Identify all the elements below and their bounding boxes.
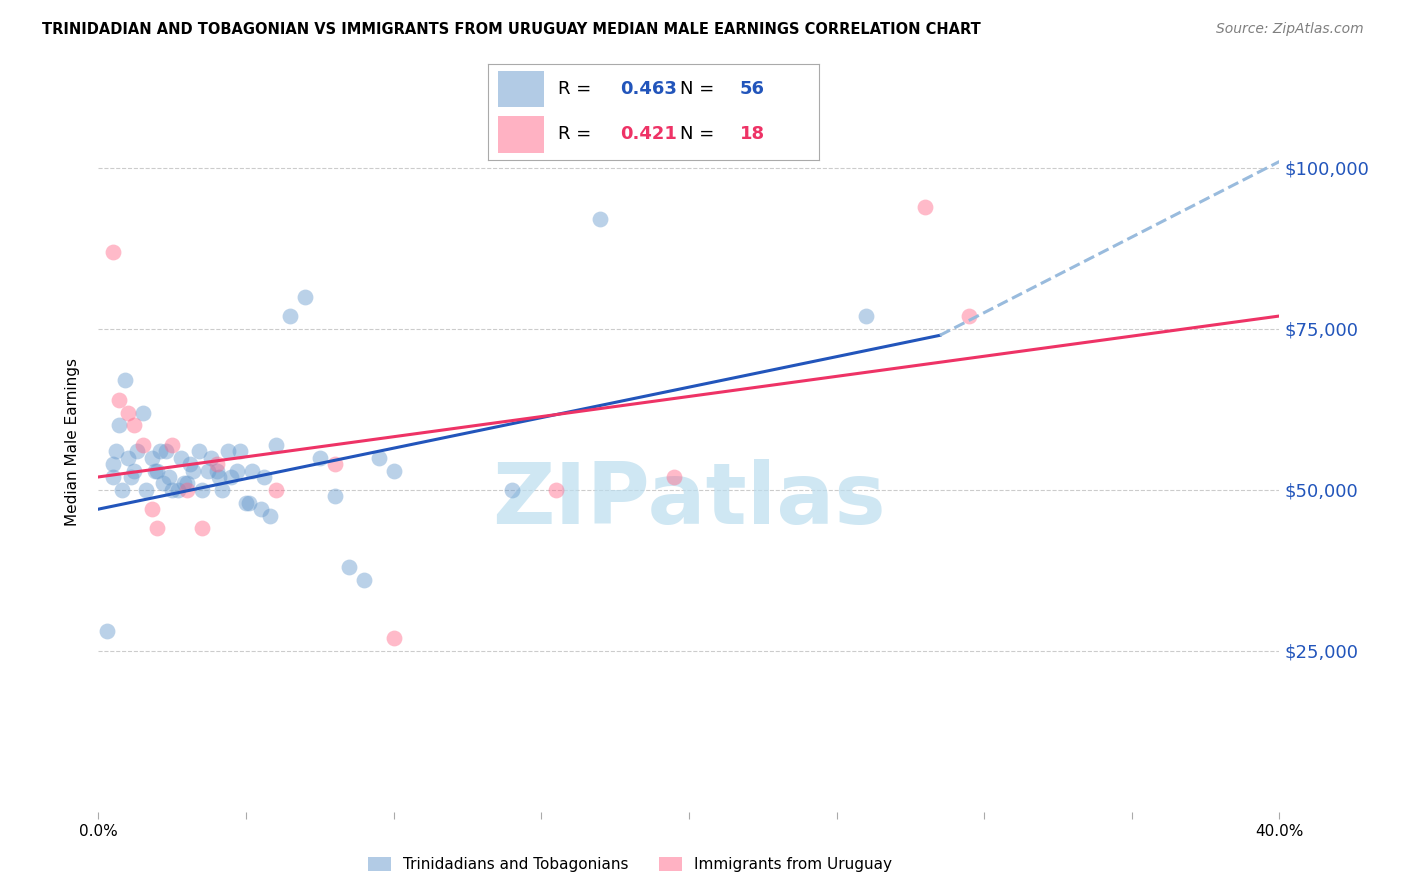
Point	[235, 496, 257, 510]
Point	[132, 406, 155, 420]
Point	[155, 444, 177, 458]
Point	[229, 444, 252, 458]
Point	[103, 470, 125, 484]
Point	[167, 483, 190, 497]
Point	[353, 573, 375, 587]
Point	[197, 463, 219, 477]
Point	[103, 457, 125, 471]
Point	[152, 476, 174, 491]
Point	[339, 560, 361, 574]
Point	[240, 463, 263, 477]
Point	[117, 406, 139, 420]
Point	[176, 476, 198, 491]
Point	[191, 521, 214, 535]
Point	[108, 418, 131, 433]
Point	[200, 450, 222, 465]
Point	[259, 508, 281, 523]
Point	[238, 496, 260, 510]
Point	[125, 444, 148, 458]
Point	[280, 309, 302, 323]
Point	[664, 470, 686, 484]
Point	[382, 463, 405, 477]
Point	[141, 502, 163, 516]
Point	[176, 483, 198, 497]
Point	[105, 444, 128, 458]
Point	[226, 463, 249, 477]
Point	[855, 309, 877, 323]
Point	[96, 624, 118, 639]
Point	[135, 483, 157, 497]
Point	[173, 476, 195, 491]
Point	[149, 444, 172, 458]
Point	[162, 483, 183, 497]
Point	[253, 470, 276, 484]
Point	[294, 290, 316, 304]
Point	[205, 463, 228, 477]
Point	[111, 483, 134, 497]
Point	[914, 200, 936, 214]
Point	[181, 463, 204, 477]
Point	[501, 483, 523, 497]
Point	[146, 521, 169, 535]
Point	[211, 483, 233, 497]
Point	[368, 450, 391, 465]
Point	[103, 244, 125, 259]
Point	[309, 450, 332, 465]
Point	[143, 463, 166, 477]
Text: TRINIDADIAN AND TOBAGONIAN VS IMMIGRANTS FROM URUGUAY MEDIAN MALE EARNINGS CORRE: TRINIDADIAN AND TOBAGONIAN VS IMMIGRANTS…	[42, 22, 981, 37]
Point	[108, 392, 131, 407]
Point	[205, 457, 228, 471]
Point	[132, 438, 155, 452]
Point	[114, 373, 136, 387]
Point	[589, 212, 612, 227]
Point	[162, 438, 183, 452]
Point	[170, 450, 193, 465]
Point	[208, 470, 231, 484]
Point	[187, 444, 209, 458]
Point	[120, 470, 142, 484]
Text: ZIPatlas: ZIPatlas	[492, 459, 886, 542]
Y-axis label: Median Male Earnings: Median Male Earnings	[65, 358, 80, 525]
Point	[122, 418, 145, 433]
Point	[382, 631, 405, 645]
Point	[221, 470, 243, 484]
Point	[146, 463, 169, 477]
Point	[250, 502, 273, 516]
Point	[959, 309, 981, 323]
Point	[179, 457, 201, 471]
Text: Source: ZipAtlas.com: Source: ZipAtlas.com	[1216, 22, 1364, 37]
Point	[323, 489, 346, 503]
Point	[122, 463, 145, 477]
Point	[141, 450, 163, 465]
Point	[546, 483, 568, 497]
Point	[323, 457, 346, 471]
Point	[157, 470, 180, 484]
Legend: Trinidadians and Tobagonians, Immigrants from Uruguay: Trinidadians and Tobagonians, Immigrants…	[361, 851, 898, 878]
Point	[264, 438, 287, 452]
Point	[217, 444, 239, 458]
Point	[191, 483, 214, 497]
Point	[117, 450, 139, 465]
Point	[264, 483, 287, 497]
